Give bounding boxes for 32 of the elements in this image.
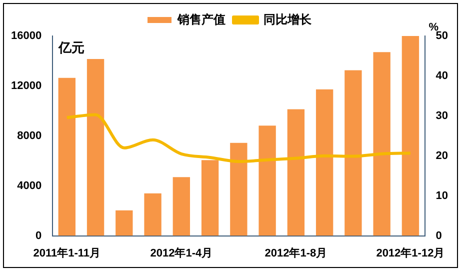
bar (86, 58, 104, 236)
bar (344, 70, 362, 236)
bar (373, 52, 390, 236)
x-tick-label: 2012年1-12月 (376, 246, 445, 260)
bar (116, 210, 133, 236)
bar (287, 109, 305, 236)
bar (172, 177, 190, 236)
x-tick-label: 2012年1-4月 (150, 246, 213, 260)
y2-tick-label: 30 (436, 110, 448, 122)
bar (316, 89, 334, 236)
y2-tick-label: 20 (436, 150, 448, 162)
y-tick-label: 4000 (17, 180, 42, 192)
bar (230, 142, 248, 236)
x-tick-label: 2011年1-11月 (33, 246, 101, 260)
bar (201, 160, 219, 236)
y-tick-label: 16000 (10, 30, 42, 42)
bar (402, 36, 420, 236)
y2-tick-label: 10 (436, 190, 448, 202)
x-tick-label: 2012年1-8月 (264, 246, 328, 260)
bar (144, 193, 162, 236)
legend-label: 同比增长 (264, 12, 312, 26)
y-axis-title: 亿元 (58, 40, 85, 56)
y2-tick-label: 50 (436, 30, 448, 42)
bar (258, 126, 276, 236)
y2-tick-label: 40 (436, 70, 448, 82)
bar (58, 78, 76, 236)
y-tick-label: 8000 (17, 130, 42, 142)
y-tick-label: 0 (35, 230, 42, 242)
y-tick-label: 12000 (10, 80, 42, 92)
legend-label: 销售产值 (176, 12, 226, 26)
y2-tick-label: 0 (436, 230, 442, 242)
line-series (65, 113, 412, 163)
